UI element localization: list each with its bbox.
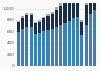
Bar [68,21,71,66]
Bar [21,16,24,18]
Bar [17,32,20,66]
Bar [85,5,88,25]
Bar [64,1,66,23]
Bar [55,27,58,66]
Bar [64,0,66,1]
Bar [46,30,50,66]
Bar [46,16,50,30]
Bar [76,0,79,17]
Bar [46,14,50,16]
Bar [85,3,88,5]
Bar [80,35,84,66]
Bar [59,25,62,66]
Bar [51,14,54,29]
Bar [25,27,28,66]
Bar [64,23,66,66]
Bar [34,23,37,34]
Bar [80,22,84,35]
Bar [42,18,45,31]
Bar [25,13,28,15]
Bar [85,25,88,66]
Bar [93,10,96,66]
Bar [38,20,41,22]
Bar [76,17,79,66]
Bar [17,22,20,32]
Bar [51,12,54,14]
Bar [72,18,75,66]
Bar [38,22,41,33]
Bar [38,33,41,66]
Bar [68,0,71,21]
Bar [34,22,37,23]
Bar [30,27,33,66]
Bar [25,15,28,27]
Bar [59,3,62,6]
Bar [21,29,24,66]
Bar [89,14,92,66]
Bar [55,7,58,10]
Bar [55,10,58,27]
Bar [17,21,20,22]
Bar [93,0,96,10]
Bar [42,31,45,66]
Bar [34,34,37,66]
Bar [72,0,75,18]
Bar [42,17,45,18]
Bar [80,20,84,22]
Bar [30,15,33,27]
Bar [89,0,92,14]
Bar [21,18,24,29]
Bar [59,6,62,25]
Bar [30,13,33,15]
Bar [51,29,54,66]
